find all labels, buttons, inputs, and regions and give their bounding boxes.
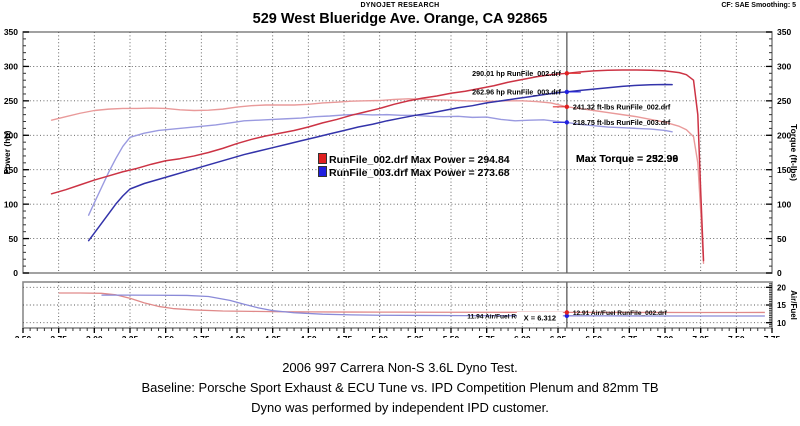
y2-axis-title: Torque (ft-lbs) [789, 124, 799, 181]
x-axis-tick-label: 7.00 [657, 334, 674, 338]
x-axis-tick-label: 6.50 [585, 334, 602, 338]
x-axis-tick-label: 6.25 [550, 334, 567, 338]
x-axis-tick-label: 4.25 [264, 334, 281, 338]
x-axis-tick-label: 2.75 [50, 334, 67, 338]
y-axis-tick-label: 0 [13, 268, 18, 278]
main-plot-frame [22, 31, 773, 274]
x-axis-tick-label: 5.50 [443, 334, 460, 338]
y-axis-tick-label: 350 [4, 27, 18, 37]
annotation-tq-002: 241.32 ft-lbs RunFile_002.drf [573, 102, 671, 111]
x-axis-tick-label: 7.50 [728, 334, 745, 338]
y-axis-tick-label: 300 [4, 62, 18, 72]
y2-axis-tick-label: 200 [777, 130, 791, 140]
x-axis-tick-label: 4.50 [300, 334, 317, 338]
annotation-afr-003-marker [564, 313, 570, 319]
y2-axis-tick-label: 250 [777, 96, 791, 106]
legend-swatch-003-icon [318, 166, 327, 177]
afr-axis-tick-label: 15 [777, 301, 786, 310]
y-axis-tick-label: 250 [4, 96, 18, 106]
series-line [87, 113, 673, 216]
legend-row-003: RunFile_003.drf Max Power = 273.68 Max T… [318, 153, 678, 179]
x-axis-tick-label: 4.00 [229, 334, 246, 338]
y2-axis-tick-label: 100 [777, 199, 791, 209]
legend-torque-002: Max Torque = 252.99 [576, 153, 679, 165]
afr-axis-title: Air/Fuel [789, 290, 798, 320]
y-axis-tick-label: 150 [4, 165, 18, 175]
annotation-hp-003: 262.96 hp RunFile_003.drf [472, 88, 561, 97]
dynojet-brand-label: DYNOJET RESEARCH [360, 2, 440, 9]
x-axis-tick-label: 5.00 [371, 334, 388, 338]
x-axis-tick-label: 2.50 [15, 334, 32, 338]
caption-line-1: 2006 997 Carrera Non-S 3.6L Dyno Test. [282, 360, 518, 375]
legend-label-002: RunFile_002.drf Max Power = 294.84 [329, 154, 510, 166]
legend-row-002: RunFile_002.drf Max Power = 294.84 Max T… [318, 153, 678, 166]
x-axis-tick-label: 3.50 [157, 334, 174, 338]
series-line [50, 98, 705, 265]
y-axis-tick-label: 50 [9, 234, 19, 244]
y2-axis-tick-label: 50 [777, 234, 787, 244]
x-axis-tick-label: 5.25 [407, 334, 424, 338]
caption-line-3: Dyno was performed by independent IPD cu… [251, 400, 549, 415]
legend-label-003: RunFile_003.drf Max Power = 273.68 [329, 167, 510, 179]
x-axis-tick-label: 5.75 [478, 334, 495, 338]
annotation-hp-002: 290.01 hp RunFile_002.drf [472, 69, 561, 78]
legend-torque-003: Max Torque = 232.96 [576, 153, 679, 165]
y2-axis-tick-label: 350 [777, 27, 791, 37]
y-axis-tick-label: 200 [4, 130, 18, 140]
annotation-afr-002-marker [564, 310, 570, 315]
cursor-readout-label: X = 6.312 [524, 314, 556, 323]
annotation-afr-003: 11.94 Air/Fuel RunFile_003.drf [467, 313, 561, 320]
x-axis-tick-label: 3.00 [86, 334, 103, 338]
x-axis-tick-label: 3.25 [122, 334, 139, 338]
series-line [50, 69, 705, 262]
x-axis-tick-label: 6.00 [514, 334, 531, 338]
cursor-readout-bg [516, 312, 563, 323]
y2-axis-tick-label: 0 [777, 268, 782, 278]
series-line [87, 83, 673, 242]
annotation-afr-002: 12.91 Air/Fuel RunFile_002.drf [573, 310, 668, 317]
dyno-chart-svg: 0 0 50 50 100 100 150 150 200 200 250 250 300 300 350 3… [2, 27, 799, 338]
afr-axis-tick-label: 20 [777, 284, 786, 293]
run-legend: RunFile_002.drf Max Power = 294.84 Max T… [318, 153, 678, 179]
dyno-chart: 0 0 50 50 100 100 150 150 200 200 250 250 300 300 350 3… [0, 26, 800, 338]
afr-axis-tick-label: 10 [777, 319, 786, 328]
y-axis-tick-label: 100 [4, 199, 18, 209]
page-title: 529 West Blueridge Ave. Orange, CA 92865 [252, 11, 548, 27]
correction-factor-label: CF: SAE Smoothing: 5 [721, 2, 796, 9]
x-axis-tick-label: 4.75 [336, 334, 353, 338]
x-axis-tick-label: 7.75 [764, 334, 781, 338]
caption-line-2: Baseline: Porsche Sport Exhaust & ECU Tu… [141, 380, 659, 395]
legend-swatch-002-icon [318, 153, 327, 164]
series-line-afr [101, 294, 765, 317]
annotation-tq-003: 218.75 ft-lbs RunFile_003.drf [573, 118, 671, 127]
y2-axis-tick-label: 300 [777, 62, 791, 72]
x-axis-tick-label: 6.75 [621, 334, 638, 338]
x-axis-tick-label: 7.25 [692, 334, 709, 338]
x-axis-tick-label: 3.75 [193, 334, 210, 338]
series-line-afr [58, 292, 765, 314]
y-axis-title: Power (hp) [2, 130, 12, 174]
y2-axis-tick-label: 150 [777, 165, 791, 175]
